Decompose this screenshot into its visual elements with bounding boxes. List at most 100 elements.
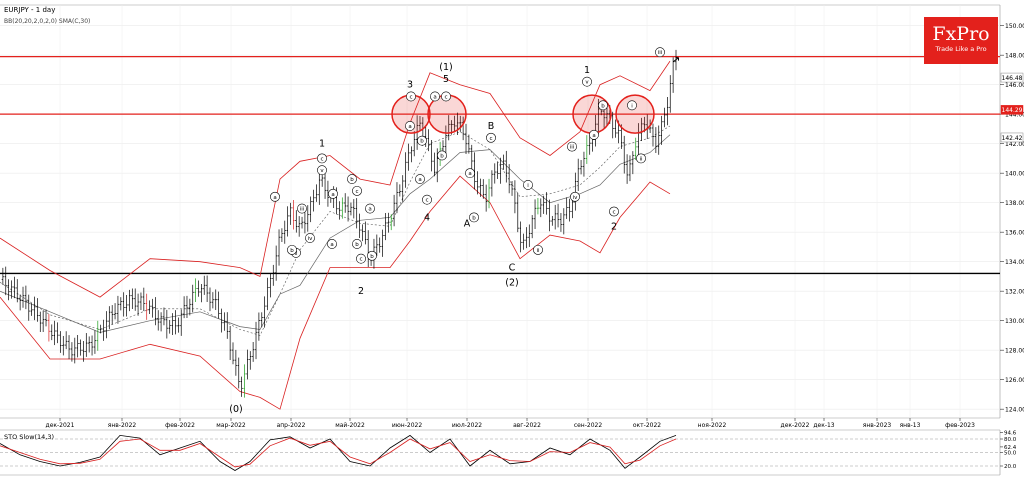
- date-tick-label: янв-2023: [863, 422, 892, 429]
- wave-label-circle: [365, 203, 375, 214]
- wave-label-circle: [422, 194, 432, 205]
- wave-label-circle: [356, 253, 366, 264]
- wave-label-circle: [486, 132, 496, 143]
- sto-lines: [0, 434, 677, 471]
- wave-label-circle: [405, 121, 415, 131]
- date-tick-label: июн-2022: [392, 422, 422, 429]
- wave-label: b: [370, 254, 374, 260]
- price-label: 142.42: [1002, 135, 1023, 142]
- wave-count-label: 4: [424, 212, 430, 223]
- bollinger-bands: [0, 60, 671, 410]
- wave-count-label: A: [464, 218, 471, 229]
- wave-label: v: [320, 168, 324, 174]
- wave-count-label: B: [488, 121, 495, 132]
- date-tick-label: авг-2022: [513, 422, 541, 429]
- wave-label-circle: [352, 185, 362, 196]
- wave-label: b: [420, 139, 424, 145]
- price-tick-label: 128.00: [1005, 348, 1024, 355]
- price-tick-label: 130.00: [1005, 318, 1024, 325]
- wave-label: b: [350, 177, 354, 183]
- sma30-line: [0, 134, 671, 333]
- trend-arrow: [673, 57, 679, 63]
- wave-label: ii: [294, 251, 298, 257]
- wave-label: c: [320, 156, 323, 162]
- sto-tick-label: 80.0: [1004, 437, 1017, 443]
- wave-label: a: [368, 207, 371, 213]
- wave-count-label: 1: [319, 139, 325, 150]
- sto-tick-label: 94.6: [1004, 431, 1017, 437]
- date-tick-label: мар-2022: [216, 422, 246, 429]
- wave-label: a: [408, 124, 411, 130]
- wave-label-circle: [367, 250, 377, 261]
- wave-label-circle: [406, 91, 416, 102]
- date-axis-ticks: дек-2021 янв-2022 фев-2022 мар-2022 апр-2022…: [46, 418, 975, 429]
- wave-label: a: [331, 192, 334, 198]
- wave-label: b: [440, 153, 444, 159]
- price-label-box: [1000, 105, 1024, 115]
- date-tick-label: янв-2022: [108, 422, 137, 429]
- wave-label-circle: [567, 141, 577, 152]
- wave-label: i: [631, 103, 633, 109]
- date-tick-label: дек-2022: [781, 422, 810, 429]
- wave-label: c: [409, 94, 412, 100]
- date-tick-label: апр-2022: [277, 422, 306, 429]
- wave-label: b: [601, 103, 605, 109]
- date-tick-label: сен-2022: [574, 422, 603, 429]
- wave-label-circle: [523, 180, 533, 190]
- price-tick-label: 134.00: [1005, 259, 1024, 266]
- wave-label-circle: [589, 129, 599, 140]
- wave-label: a: [273, 195, 276, 201]
- wave-label-circle: [305, 233, 315, 243]
- wave-label-circle: [270, 191, 280, 202]
- sto-tick-label: 62.4: [1004, 445, 1017, 451]
- wave-label-circle: [465, 168, 475, 179]
- highlight-circle: [615, 94, 655, 134]
- horizontal-levels: [0, 55, 1000, 275]
- date-tick-label: окт-2022: [633, 422, 661, 429]
- wave-label-circle: [287, 244, 297, 255]
- wave-label: i: [527, 183, 529, 189]
- price-tick-label: 132.00: [1005, 289, 1024, 296]
- price-label-box: [1000, 132, 1024, 143]
- wave-label-circle: [609, 206, 619, 217]
- brand-tagline: Trade Like a Pro: [935, 45, 987, 53]
- wave-label-circle: [582, 76, 592, 87]
- price-label: 146.48: [1002, 75, 1023, 82]
- wave-label: b: [472, 215, 476, 221]
- wave-label: b: [355, 242, 359, 248]
- wave-count-label: 3: [407, 80, 413, 91]
- wave-label-circle: [655, 47, 665, 58]
- wave-label: c: [489, 136, 492, 142]
- wave-label: iv: [573, 195, 579, 201]
- sto-d-line: [0, 437, 677, 468]
- wave-label-circle: [598, 100, 608, 111]
- wave-label-circle: [469, 212, 479, 223]
- wave-label-circle: [317, 153, 327, 164]
- wave-label-circle: [417, 135, 427, 146]
- chart-title: EURJPY - 1 day: [4, 6, 55, 14]
- middle_band-line: [0, 125, 671, 336]
- wave-label-circle: [636, 153, 646, 164]
- wave-label-circle: [328, 188, 338, 199]
- price-tick-label: 126.00: [1005, 377, 1024, 384]
- price-tick-label: 150.00: [1005, 23, 1024, 30]
- price-tick-label: 144.00: [1005, 112, 1024, 119]
- price-tick-label: 136.00: [1005, 230, 1024, 237]
- wave-count-label: (1): [439, 62, 452, 73]
- wave-label: iii: [300, 207, 305, 213]
- wave-label-circle: [533, 244, 543, 255]
- price-bars: [1, 49, 679, 398]
- wave-label: c: [425, 198, 428, 204]
- date-tick-label: янв-13: [900, 422, 921, 429]
- wave-label: c: [612, 210, 615, 216]
- sto-title: STO Slow(14,3): [4, 433, 54, 441]
- lower_band-line: [0, 175, 671, 410]
- price-label-box: [1000, 72, 1024, 83]
- wave-label: ii: [639, 156, 643, 162]
- wave-label: c: [444, 94, 447, 100]
- wave-count-label: 5: [443, 74, 449, 85]
- brand-logo-text: FxPro: [932, 23, 990, 45]
- wave-label: a: [330, 242, 333, 248]
